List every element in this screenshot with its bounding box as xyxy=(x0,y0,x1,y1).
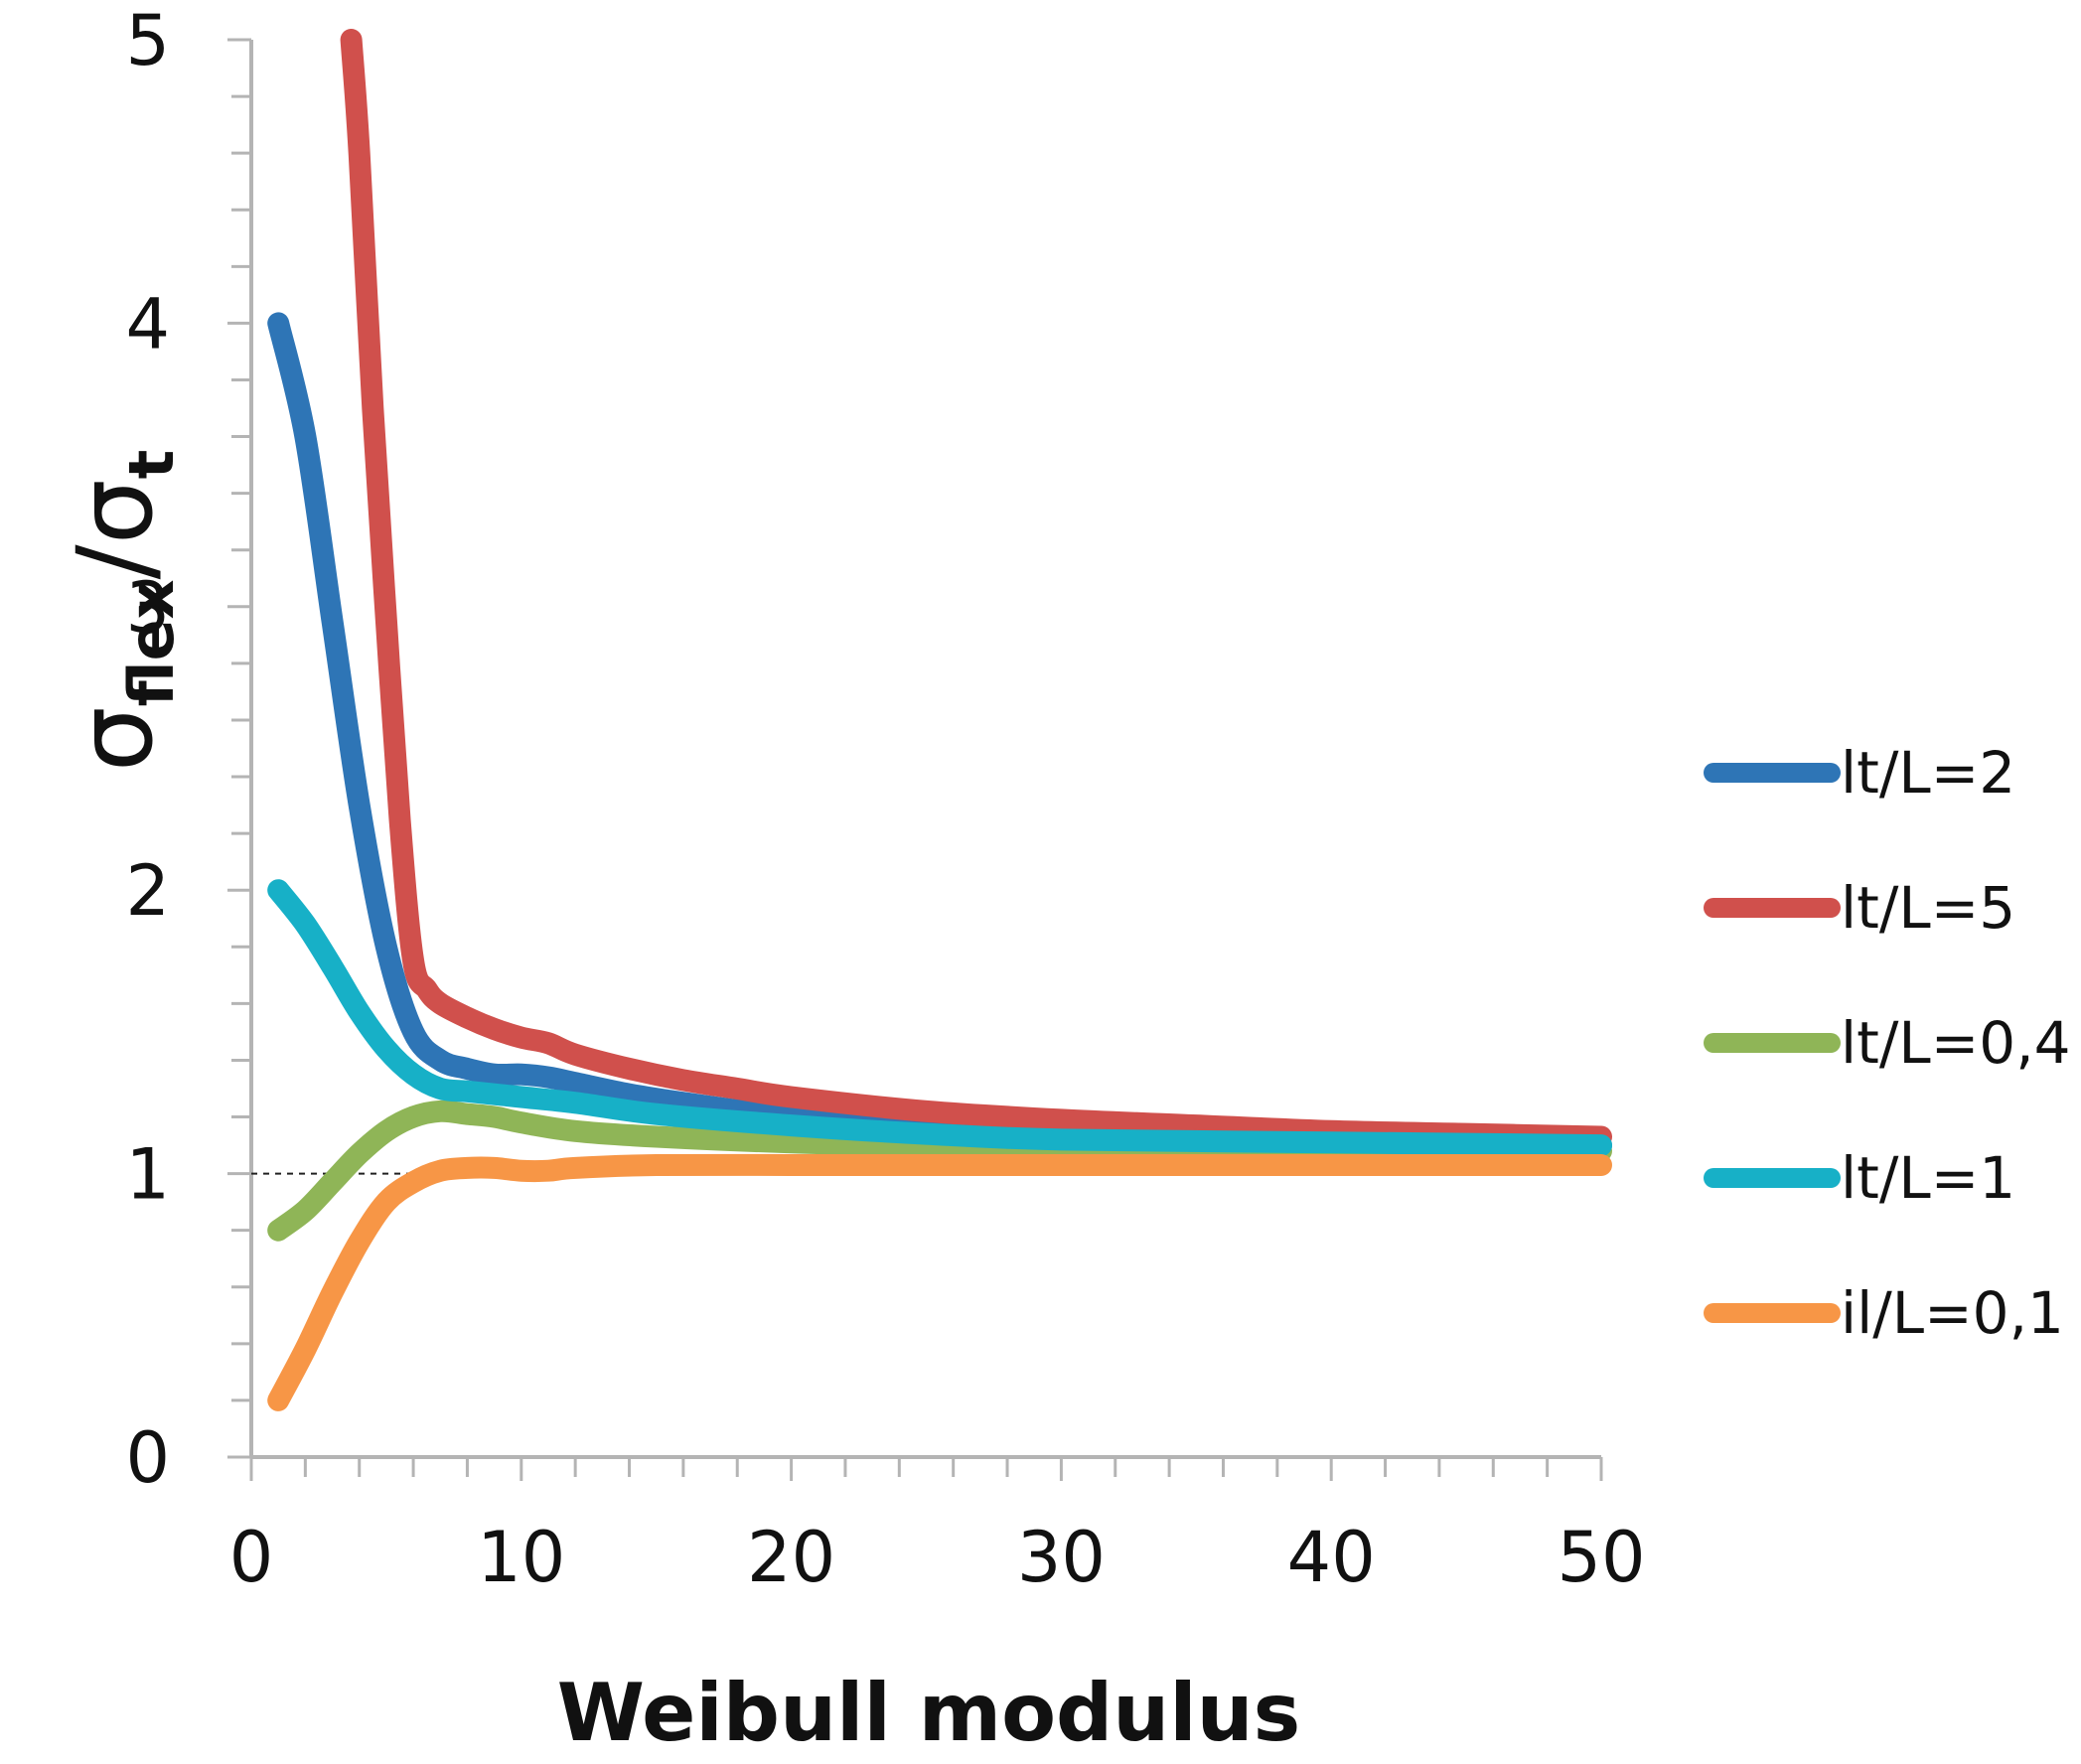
x-axis-title: Weibull modulus xyxy=(557,1667,1301,1759)
y-tick-label: 0 xyxy=(125,1417,170,1499)
series-lines xyxy=(267,29,1612,1411)
y-axis-title: σflex/σt xyxy=(55,450,188,773)
x-tick-label: 40 xyxy=(1287,1517,1376,1598)
x-tick-label: 50 xyxy=(1557,1517,1645,1598)
legend-label-5: il/L=0,1 xyxy=(1841,1279,2064,1347)
x-tick-label: 10 xyxy=(477,1517,565,1598)
y-axis-title-text: σflex/σt xyxy=(55,450,188,773)
y-axis-title-numerator-subscript: flex xyxy=(115,579,188,706)
y-tick-label: 2 xyxy=(125,850,170,932)
legend-label-3: lt/L=0,4 xyxy=(1841,1009,2071,1077)
y-axis-title-denominator: σ xyxy=(55,479,176,544)
x-tick-label: 0 xyxy=(229,1517,274,1598)
y-tick-label: 4 xyxy=(125,283,170,365)
y-tick-label: 3 xyxy=(125,567,170,649)
legend: lt/L=2 lt/L=5 lt/L=0,4 lt/L=1 il/L=0,1 xyxy=(1704,739,2071,1347)
x-tick-label: 30 xyxy=(1017,1517,1106,1598)
y-tick-label: 5 xyxy=(125,0,170,81)
y-axis-title-numerator: σ xyxy=(55,706,176,772)
y-axis-title-separator: / xyxy=(55,543,176,579)
legend-label-4: lt/L=1 xyxy=(1841,1144,2015,1212)
legend-label-2: lt/L=5 xyxy=(1841,874,2015,942)
axes xyxy=(227,38,1603,1481)
series-line-4 xyxy=(267,879,1612,1157)
y-axis-title-denominator-subscript: t xyxy=(115,450,188,480)
y-tick-label: 1 xyxy=(125,1134,170,1216)
series-line-2 xyxy=(340,29,1612,1148)
series-line-5 xyxy=(267,1153,1612,1411)
x-tick-label: 20 xyxy=(747,1517,835,1598)
legend-label-1: lt/L=2 xyxy=(1841,739,2015,807)
